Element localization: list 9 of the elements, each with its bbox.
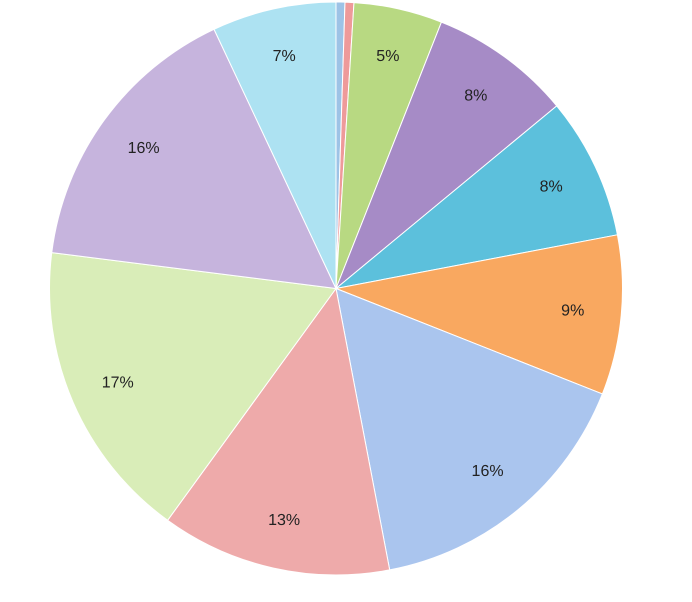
data-label: 7% bbox=[272, 48, 296, 65]
data-label: 16% bbox=[472, 463, 504, 480]
data-label: 8% bbox=[464, 88, 488, 105]
data-label: 5% bbox=[376, 48, 400, 65]
data-label: 9% bbox=[561, 302, 584, 320]
data-label: 8% bbox=[540, 178, 563, 196]
data-label: 13% bbox=[268, 512, 300, 529]
data-label: 17% bbox=[102, 374, 134, 392]
data-label: 16% bbox=[128, 140, 160, 158]
